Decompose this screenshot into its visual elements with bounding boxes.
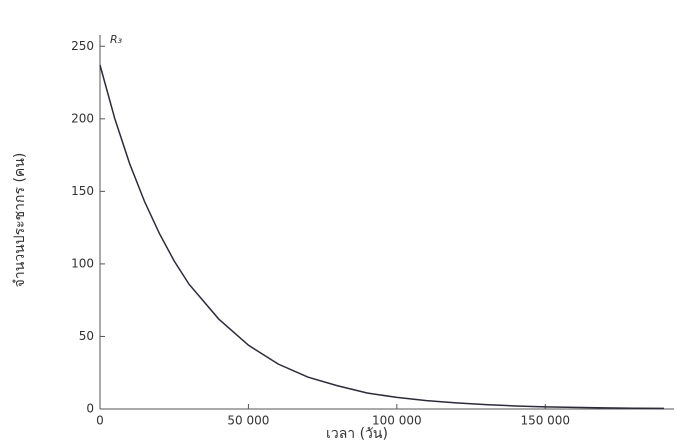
y-tick-label: 250 (71, 39, 94, 53)
x-tick-label: 50 000 (227, 414, 269, 428)
x-axis-label: เวลา (วัน) (326, 426, 388, 442)
y-tick-label: 50 (79, 329, 94, 343)
x-tick-label: 0 (96, 414, 104, 428)
x-tick-label: 100 000 (372, 414, 422, 428)
x-tick-label: 150 000 (520, 414, 570, 428)
y-tick-label: 150 (71, 184, 94, 198)
y-axis-label: จำนวนประชากร (คน) (12, 153, 28, 288)
y-tick-label: 100 (71, 256, 94, 270)
axis-title: R₃ (110, 33, 123, 46)
y-tick-label: 200 (71, 111, 94, 125)
data-line (99, 64, 665, 410)
y-tick-label: 0 (86, 402, 94, 416)
